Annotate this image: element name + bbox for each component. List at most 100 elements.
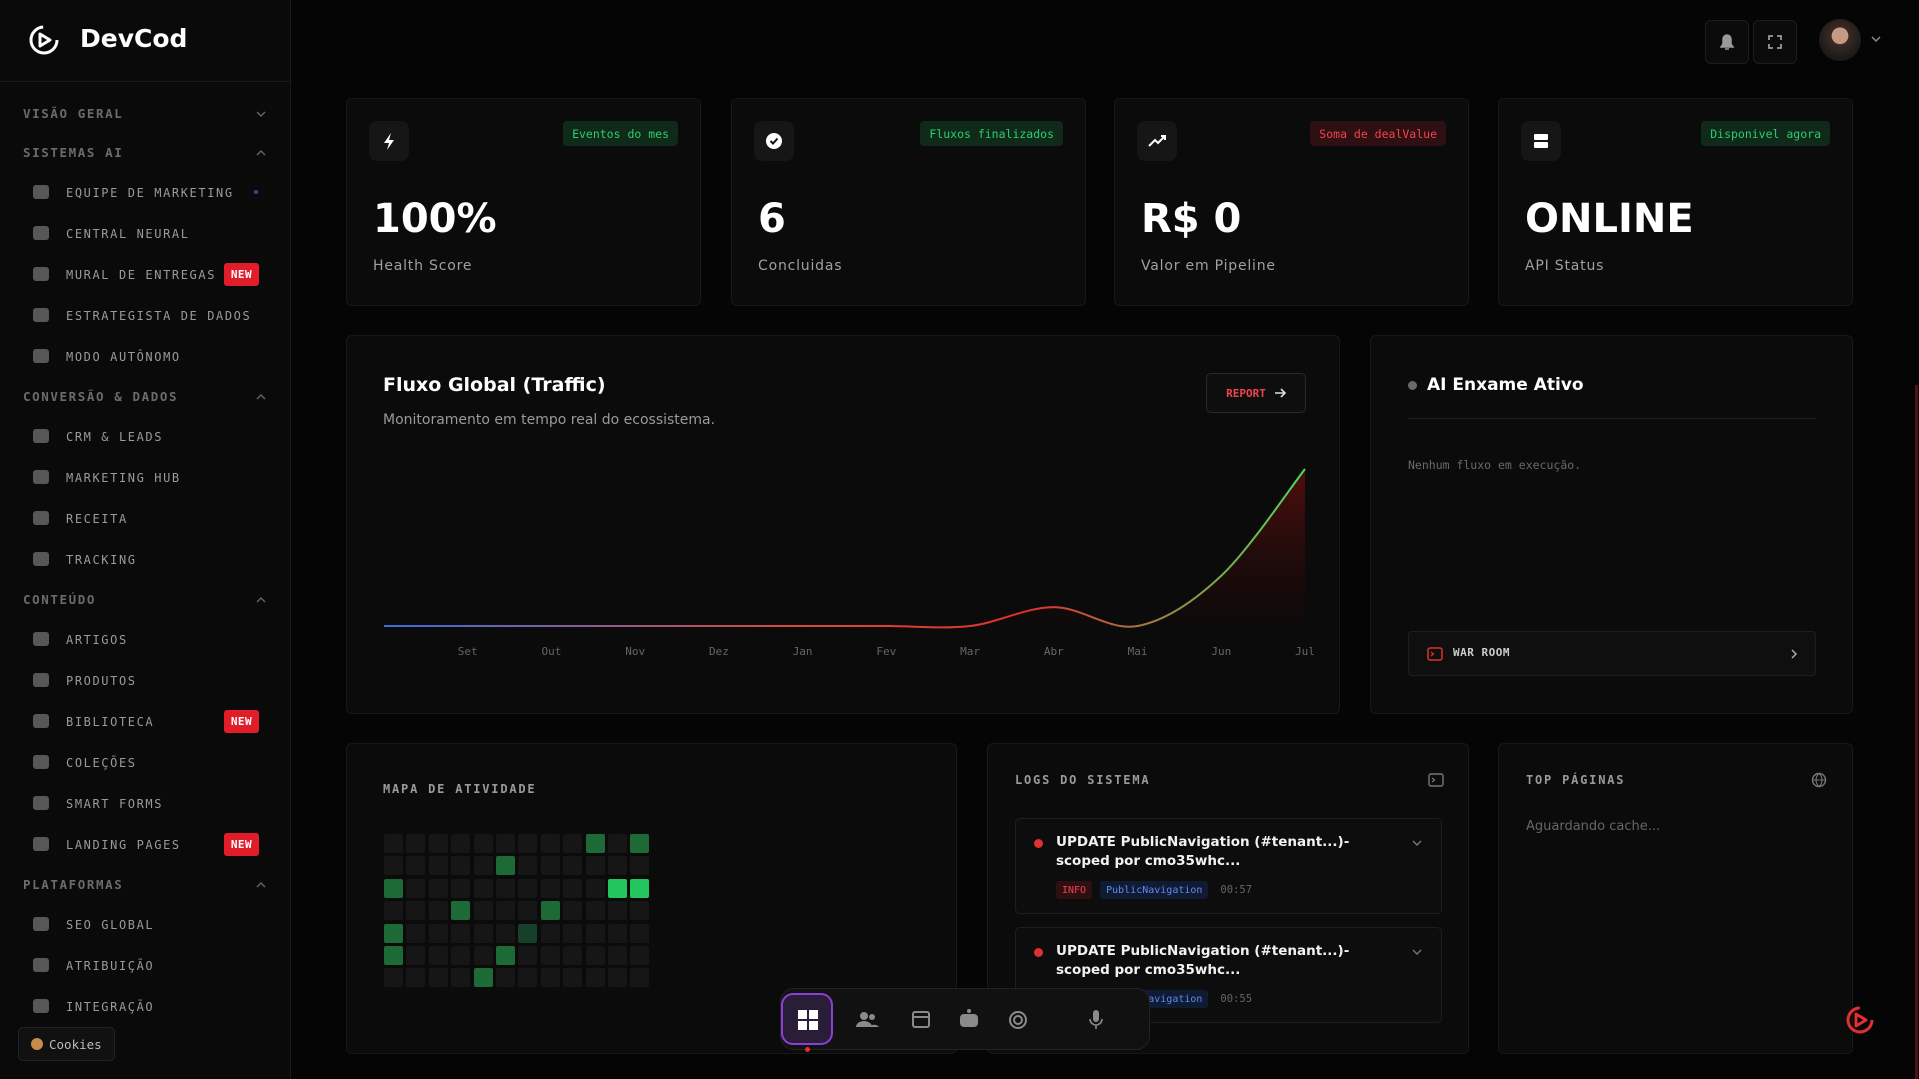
chevron-path [256,394,266,400]
status-dot [1408,381,1417,390]
chevron [256,882,266,888]
chevron-icon [1791,649,1798,659]
nav-item[interactable]: ESTRATEGISTA DE DADOS [0,295,290,336]
activity-cell [384,901,403,921]
activity-cell [563,856,583,876]
nav-label: INTEGRAÇÃO [66,999,155,1014]
section-title[interactable]: VISÃO GERAL [0,94,290,133]
activity-cell [540,834,560,853]
nav-item[interactable]: RECEITA [0,498,290,539]
stat-icon [754,121,794,161]
active-dot [805,1047,810,1052]
nav-item[interactable]: SEO GLOBAL [0,904,290,945]
chevron [256,597,266,603]
sidebar: DevCod VISÃO GERAL SISTEMAS AI EQUIPE DE M… [0,0,291,1079]
report-button[interactable]: REPORT [1206,373,1306,413]
activity-cell [406,923,426,943]
nav-item[interactable]: COLEÇÕES [0,742,290,783]
brand[interactable]: DevCod [0,0,290,82]
nav-icon [33,999,49,1013]
activity-cell [384,968,403,988]
section-title[interactable]: CONVERSÃO & DADOS [0,377,290,416]
activity-cell [428,878,448,898]
fullscreen-button[interactable] [1753,20,1797,64]
activity-cell [585,946,605,965]
nav-item[interactable]: BIBLIOTECA NEW [0,701,290,742]
log-entry[interactable]: UPDATE PublicNavigation (#tenant...)-sco… [1015,818,1442,914]
nav-item[interactable]: LANDING PAGES NEW [0,824,290,865]
ai-title: AI Enxame Ativo [1427,375,1584,395]
x-tick-label: Jan [793,645,813,658]
activity-cell [406,834,426,853]
section-title[interactable]: CONTEÚDO [0,580,290,619]
section-title[interactable]: PLATAFORMAS [0,865,290,904]
nav-item[interactable]: INTEGRAÇÃO [0,986,290,1027]
chevron [256,111,266,117]
brand-name: DevCod [80,24,188,53]
activity-cell [384,878,403,898]
avatar[interactable] [1819,19,1861,61]
activity-cell [630,878,650,898]
section-title[interactable]: SISTEMAS AI [0,133,290,172]
nav-item[interactable]: MODO AUTÔNOMO [0,336,290,377]
nav-icon [33,429,49,443]
stat-tag: Eventos do mes [563,121,678,146]
dock-icons[interactable] [853,1007,1113,1033]
stat-tag: Disponivel agora [1701,121,1830,146]
check [769,137,779,145]
nav-badge: NEW [224,710,259,733]
nav-label: BIBLIOTECA [66,714,155,729]
activity-cell [630,856,650,876]
activity-cell [630,968,650,988]
activity-cell [428,968,448,988]
activity-cell [563,923,583,943]
nav-icon [33,673,49,687]
nav-item[interactable]: CRM & LEADS [0,416,290,457]
log-level: INFO [1056,881,1093,899]
activity-cell [608,878,627,898]
section-label: VISÃO GERAL [23,106,124,121]
chevron-path [256,150,266,156]
nav-label: ESTRATEGISTA DE DADOS [66,308,252,323]
nav-label: MARKETING HUB [66,470,181,485]
nav-icon [33,837,49,851]
activity-cell [540,968,560,988]
activity-cell [496,901,515,921]
nav-item[interactable]: CENTRAL NEURAL [0,213,290,254]
cookies-button[interactable]: Cookies [18,1027,115,1061]
nav-item[interactable]: TRACKING [0,539,290,580]
nav-item[interactable]: MURAL DE ENTREGAS NEW [0,254,290,295]
floating-logo[interactable] [1845,1005,1875,1035]
nav-item[interactable]: EQUIPE DE MARKETING [0,172,290,213]
chevron-path [256,111,266,117]
server-top [1534,134,1548,140]
scrollbar [1915,385,1918,1079]
activity-cell [563,968,583,988]
logs-title: LOGS DO SISTEMA [1015,773,1151,787]
globe-icon [1811,772,1827,788]
chevron [256,394,266,400]
stat-value: 100% [373,196,497,242]
activity-cell [630,834,650,853]
x-tick-label: Fev [876,645,896,658]
terminal-icon [1428,773,1444,787]
nav-item[interactable]: ATRIBUIÇÃO [0,945,290,986]
activity-cell [406,968,426,988]
dock-dashboard[interactable] [781,993,833,1045]
trend [1148,135,1166,147]
activity-cell [518,834,538,853]
nav-item[interactable]: MARKETING HUB [0,457,290,498]
activity-cell [451,901,471,921]
activity-cell [428,856,448,876]
traffic-title: Fluxo Global (Traffic) [383,374,606,396]
activity-cell [630,901,650,921]
nav-item[interactable]: SMART FORMS [0,783,290,824]
war-room-button[interactable]: WAR ROOM [1408,631,1816,676]
notifications-button[interactable] [1705,20,1749,64]
log-tags: INFO PublicNavigation 00:57 [1056,881,1252,899]
nav-item[interactable]: ARTIGOS [0,619,290,660]
nav-item[interactable]: PRODUTOS [0,660,290,701]
icon [766,133,782,149]
stat-card: Fluxos finalizados 6 Concluidas [731,98,1086,306]
nav-label: TRACKING [66,552,137,567]
